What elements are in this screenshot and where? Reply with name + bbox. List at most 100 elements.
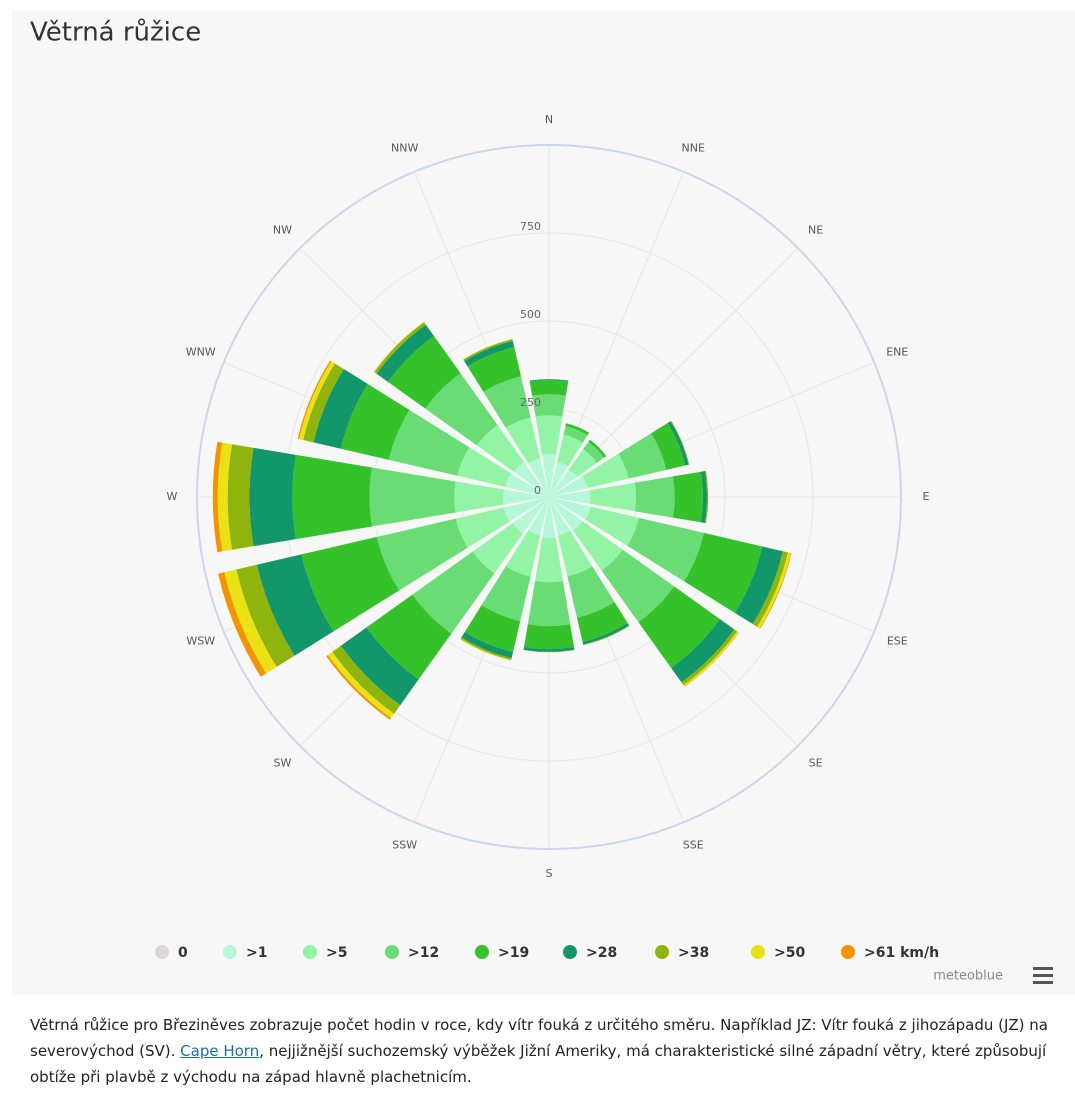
bar-segment <box>476 424 525 473</box>
direction-label: W <box>167 490 178 503</box>
bar-segment <box>505 417 541 464</box>
bar-segment <box>548 497 549 498</box>
bar-segment <box>464 340 515 367</box>
bar-segment <box>535 537 563 583</box>
bar-segment <box>369 467 456 527</box>
bar-segment <box>464 605 521 652</box>
bar-segment <box>503 489 549 505</box>
legend-marker <box>475 945 489 959</box>
bar-segment <box>366 594 452 680</box>
bar-segment <box>542 497 556 539</box>
legend-marker <box>223 945 237 959</box>
bar-segment <box>588 439 607 458</box>
description-text: , nejjižnější suchozemský výběžek Jižní … <box>30 1042 1047 1086</box>
link[interactable]: Cape Horn <box>180 1042 260 1060</box>
legend-label: >28 <box>586 945 617 961</box>
bar-segment <box>236 564 295 667</box>
bar-segment <box>672 471 703 523</box>
y-tick-label: 750 <box>520 220 541 233</box>
bar-segment <box>671 619 735 683</box>
bar-segment <box>528 458 549 497</box>
bar-segment <box>457 447 512 487</box>
chart: Větrná růžice meteoblue N NNE NE ENE E ESE SE S… <box>30 18 1053 984</box>
direction-label: NNW <box>391 142 418 155</box>
direction-label: SSE <box>683 838 704 851</box>
bar-segment <box>503 497 549 522</box>
bar-segment <box>524 624 574 650</box>
bar-segment <box>523 647 575 652</box>
bar-segment <box>549 462 568 497</box>
description: Větrná růžice pro Březiněves zobrazuje p… <box>30 1012 1060 1090</box>
y-tick-label: 250 <box>520 396 541 409</box>
bar-segment <box>704 470 709 524</box>
direction-label: ENE <box>886 346 908 359</box>
bar-segment <box>505 530 541 577</box>
bar-segment <box>585 506 639 546</box>
bar-segment <box>301 536 400 632</box>
bar-segment <box>512 497 549 534</box>
bar-segment <box>541 454 557 497</box>
legend-label: >1 <box>246 945 267 961</box>
legend-marker <box>751 945 765 959</box>
bar-segment <box>681 629 738 686</box>
bar-segment <box>332 645 401 714</box>
bar-segment <box>549 476 588 497</box>
bar-segment <box>583 442 604 463</box>
legend-marker <box>155 945 169 959</box>
bar-segment <box>256 554 334 656</box>
direction-label: NE <box>808 223 823 236</box>
legend-marker <box>385 945 399 959</box>
bar-segment <box>565 423 590 436</box>
bar-segment <box>549 469 577 497</box>
bar-segment <box>303 363 344 443</box>
bar-segment <box>549 497 583 531</box>
bar-segment <box>481 566 531 622</box>
bar-segment <box>549 497 550 498</box>
bar-segment <box>549 497 591 520</box>
bar-segment <box>567 566 615 618</box>
y-tick-label: 500 <box>520 308 541 321</box>
bar-segment <box>549 490 591 504</box>
bar-segment <box>568 449 597 478</box>
direction-label: S <box>546 867 553 880</box>
bar-segment <box>528 497 549 536</box>
direction-label: N <box>545 113 553 126</box>
legend-marker <box>303 945 317 959</box>
legend-label: >12 <box>408 945 439 961</box>
direction-label: E <box>923 490 930 503</box>
bar-segment <box>327 651 395 719</box>
y-tick-label: 0 <box>534 484 541 497</box>
bar-segment <box>483 376 531 428</box>
bar-segment <box>376 324 434 382</box>
chart-title: Větrná růžice <box>30 18 201 48</box>
direction-label: WNW <box>186 346 216 359</box>
bar-segment <box>557 530 593 577</box>
legend-label: >5 <box>326 945 347 961</box>
bar-segment <box>212 441 223 553</box>
bar-segment <box>535 415 563 455</box>
bar-segment <box>326 654 392 720</box>
bar-segment <box>218 572 267 677</box>
menu-icon[interactable] <box>1033 967 1053 984</box>
bar-segment <box>684 532 763 613</box>
bar-segment <box>734 546 783 625</box>
bar-segment <box>618 433 667 479</box>
bar-segment <box>627 517 704 582</box>
bar-segment <box>313 369 368 449</box>
bar-segment <box>292 454 372 540</box>
bar-segment <box>572 520 623 571</box>
bar-segment <box>529 380 569 396</box>
bar-segment <box>651 423 686 470</box>
bar-segment <box>388 410 470 476</box>
bar-segment <box>529 379 569 382</box>
bar-segment <box>376 518 468 591</box>
bar-segment <box>582 623 630 645</box>
direction-label: NW <box>273 223 292 236</box>
bar-segment <box>340 627 419 706</box>
bar-segment <box>299 361 335 441</box>
description-text: Větrná růžice pro Březiněves zobrazuje p… <box>30 1016 1048 1060</box>
bar-segment <box>576 602 628 642</box>
bar-segment <box>217 442 232 552</box>
bar-segment <box>752 551 789 627</box>
